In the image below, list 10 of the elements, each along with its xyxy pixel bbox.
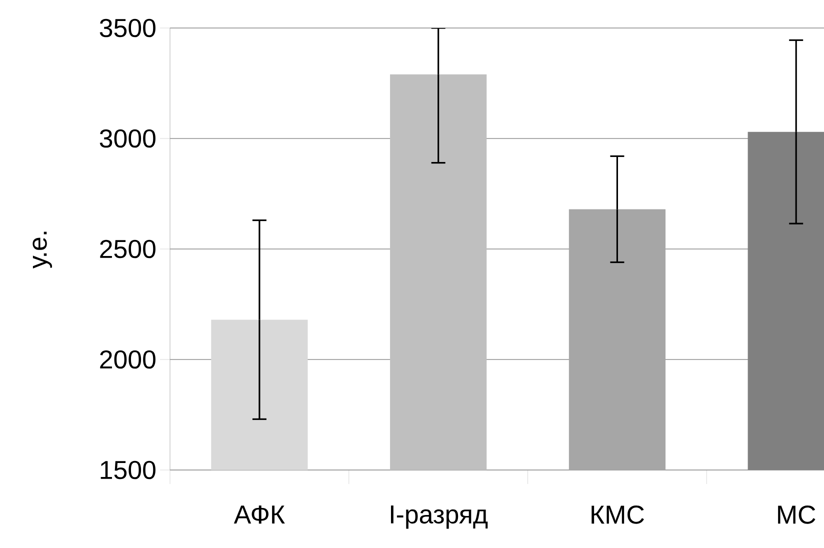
y-tick-label: 2500 [100, 240, 156, 258]
x-tick-label: МС [778, 506, 816, 524]
y-tick-label: 3500 [100, 18, 156, 38]
x-tick-label: КМС [592, 506, 644, 524]
y-tick-label: 1500 [100, 460, 156, 480]
x-tick-label: I-разряд [390, 506, 488, 529]
x-tick-label: АФК [234, 506, 285, 524]
y-tick-label: 3000 [100, 129, 156, 148]
y-axis-title: у.е. [32, 232, 52, 269]
y-tick-label: 2000 [100, 350, 156, 369]
